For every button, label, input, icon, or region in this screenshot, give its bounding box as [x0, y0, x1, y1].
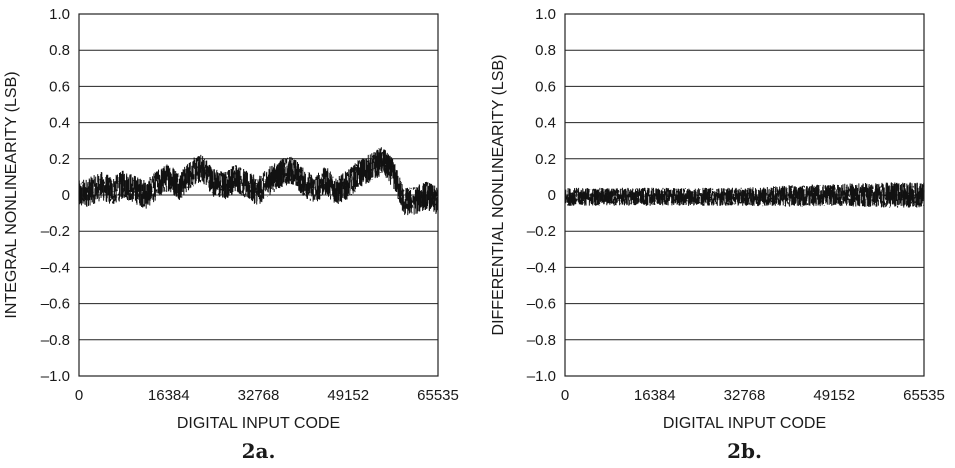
x-tick-label: 65535 — [903, 387, 945, 404]
y-tick-label: 0.6 — [535, 78, 556, 95]
x-tick-labels: 0 16384 32768 49152 65535 — [75, 387, 459, 404]
x-tick-label: 32768 — [724, 387, 766, 404]
x-axis-title: DIGITAL INPUT CODE — [663, 415, 826, 432]
y-tick-label: 0.2 — [535, 151, 556, 168]
y-tick-label: 0 — [62, 187, 70, 204]
y-tick-label: –0.8 — [41, 332, 70, 349]
y-tick-label: –0.4 — [41, 259, 70, 276]
plot-frame — [564, 13, 925, 377]
x-tick-label: 16384 — [148, 387, 190, 404]
x-tick-label: 16384 — [634, 387, 676, 404]
y-tick-label: 0 — [548, 187, 556, 204]
y-tick-label: –0.6 — [41, 296, 70, 313]
y-tick-label: 0.4 — [535, 115, 556, 132]
x-tick-label: 32768 — [238, 387, 280, 404]
dnl-traces — [564, 182, 925, 208]
y-tick-label: 0.8 — [535, 42, 556, 59]
y-tick-label: 0.4 — [49, 115, 70, 132]
chart-2a: 1.0 0.8 0.6 0.4 0.2 0 –0.2 –0.4 –0.6 –0.8 –1.0 0 16… — [3, 6, 459, 463]
y-tick-label: –1.0 — [527, 368, 556, 385]
y-tick-label: –1.0 — [41, 368, 70, 385]
y-tick-label: 0.6 — [49, 78, 70, 95]
x-tick-label: 0 — [561, 387, 569, 404]
x-tick-label: 49152 — [813, 387, 855, 404]
y-tick-label: –0.6 — [527, 296, 556, 313]
y-tick-label: –0.2 — [527, 223, 556, 240]
y-tick-labels: 1.0 0.8 0.6 0.4 0.2 0 –0.2 –0.4 –0.6 –0.8 –1.0 — [41, 6, 70, 385]
x-tick-label: 49152 — [327, 387, 369, 404]
y-tick-label: –0.4 — [527, 259, 556, 276]
y-tick-label: –0.8 — [527, 332, 556, 349]
ino-traces — [78, 147, 439, 216]
y-tick-label: 1.0 — [535, 6, 556, 23]
y-tick-labels: 1.0 0.8 0.6 0.4 0.2 0 –0.2 –0.4 –0.6 –0.8 –1.0 — [527, 6, 556, 385]
x-tick-label: 65535 — [417, 387, 459, 404]
figure-caption: 2a. — [242, 439, 276, 463]
x-axis-title: DIGITAL INPUT CODE — [177, 415, 340, 432]
x-tick-labels: 0 16384 32768 49152 65535 — [561, 387, 945, 404]
y-tick-label: 0.2 — [49, 151, 70, 168]
series-trace — [78, 147, 439, 216]
chart-2b: 1.0 0.8 0.6 0.4 0.2 0 –0.2 –0.4 –0.6 –0.8 –1.0 0 16… — [490, 6, 945, 463]
y-tick-label: –0.2 — [41, 223, 70, 240]
y-axis-title: INTEGRAL NONLINEARITY (LSB) — [3, 71, 20, 318]
figure-caption: 2b. — [727, 439, 762, 463]
series-trace — [564, 182, 925, 208]
x-tick-label: 0 — [75, 387, 83, 404]
y-axis-title: DIFFERENTIAL NONLINEARITY (LSB) — [490, 55, 507, 336]
y-tick-label: 0.8 — [49, 42, 70, 59]
y-tick-label: 1.0 — [49, 6, 70, 23]
